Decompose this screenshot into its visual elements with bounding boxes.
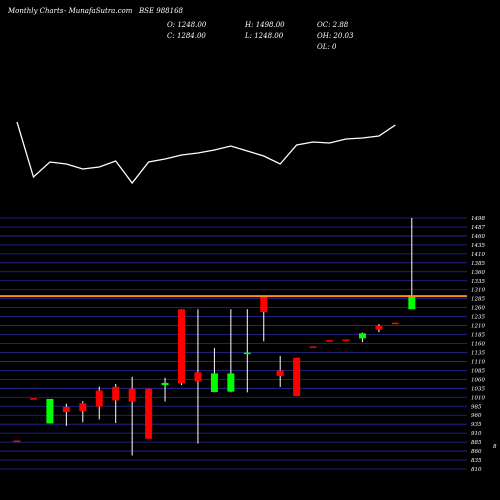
candle-down <box>293 357 301 397</box>
y-tick-label: 910 <box>471 431 482 437</box>
open-value: O: 1248.00 <box>167 21 207 29</box>
candle-down <box>194 372 202 382</box>
candle-down <box>128 388 136 402</box>
candle-down <box>276 370 284 376</box>
partial-right-tick: 8 <box>493 444 497 450</box>
candle-down <box>112 386 120 401</box>
low-value: L: 1248.00 <box>244 32 284 40</box>
candle-down <box>375 325 383 330</box>
symbol-label: BSE 988168 <box>138 7 184 15</box>
candle-down <box>309 346 317 348</box>
candle-up <box>243 352 251 355</box>
candle-up <box>161 382 169 386</box>
ol-value: OL: 0 <box>317 43 337 51</box>
y-tick-label: 1135 <box>471 350 485 356</box>
y-tick-label: 1487 <box>471 225 485 231</box>
candle-down <box>145 388 153 439</box>
y-tick-label: 885 <box>471 440 482 446</box>
y-tick-label: 1110 <box>471 359 485 365</box>
candle-down <box>391 322 399 325</box>
indicator-line <box>16 121 396 185</box>
y-tick-label: 1085 <box>471 368 485 374</box>
y-tick-label: 1185 <box>471 333 485 339</box>
indicator-path <box>16 121 396 185</box>
candle-down <box>326 340 334 342</box>
candle-up <box>227 373 235 392</box>
candle-up <box>210 373 218 393</box>
y-tick-label: 1160 <box>471 342 485 348</box>
candle-down <box>79 403 87 411</box>
y-tick-label: 1310 <box>471 288 485 294</box>
y-tick-label: 1210 <box>471 324 485 330</box>
oc-value: OC: 2.88 <box>317 21 349 29</box>
candle-down <box>29 398 37 400</box>
candle-down <box>95 390 103 407</box>
candle-up <box>46 398 54 424</box>
y-axis-ticks: 1498 1487 1460 1435 1410 1385 1360 1335 1310 1285… <box>471 216 485 473</box>
candle-down <box>260 296 268 313</box>
candle-up <box>358 333 366 339</box>
brand-label: Monthly Charts <box>7 7 64 15</box>
candles <box>13 218 416 456</box>
close-value: C: 1284.00 <box>167 32 206 40</box>
y-tick-label: 1460 <box>471 234 485 240</box>
y-tick-label: 1498 <box>471 216 485 222</box>
high-value: H: 1498.00 <box>244 21 285 29</box>
y-tick-label: 1435 <box>471 243 485 249</box>
y-tick-label: 985 <box>471 404 482 410</box>
candle-down <box>13 440 21 443</box>
y-tick-label: 1410 <box>471 252 485 258</box>
y-tick-label: 1385 <box>471 261 485 267</box>
candle-down <box>178 309 185 384</box>
y-tick-label: 1360 <box>471 270 485 276</box>
oh-value: OH: 20.03 <box>317 32 354 40</box>
y-tick-label: 1260 <box>471 306 485 312</box>
y-tick-label: 935 <box>471 422 482 428</box>
y-tick-label: 960 <box>471 413 482 419</box>
y-tick-label: 1335 <box>471 279 485 285</box>
grid-lines <box>0 217 467 470</box>
y-tick-label: 860 <box>471 449 482 455</box>
y-tick-label: 1285 <box>471 297 485 303</box>
y-tick-label: 810 <box>471 467 482 473</box>
y-tick-label: 835 <box>471 458 482 464</box>
y-tick-label: 1010 <box>471 395 485 401</box>
y-tick-label: 1235 <box>471 315 485 321</box>
y-tick-label: 1060 <box>471 377 485 383</box>
candle-down <box>62 406 70 413</box>
y-tick-label: 1035 <box>471 386 485 392</box>
candle-up <box>408 296 416 310</box>
candle-down <box>342 339 350 341</box>
site-label: - MunafaSutra.com <box>64 7 133 15</box>
